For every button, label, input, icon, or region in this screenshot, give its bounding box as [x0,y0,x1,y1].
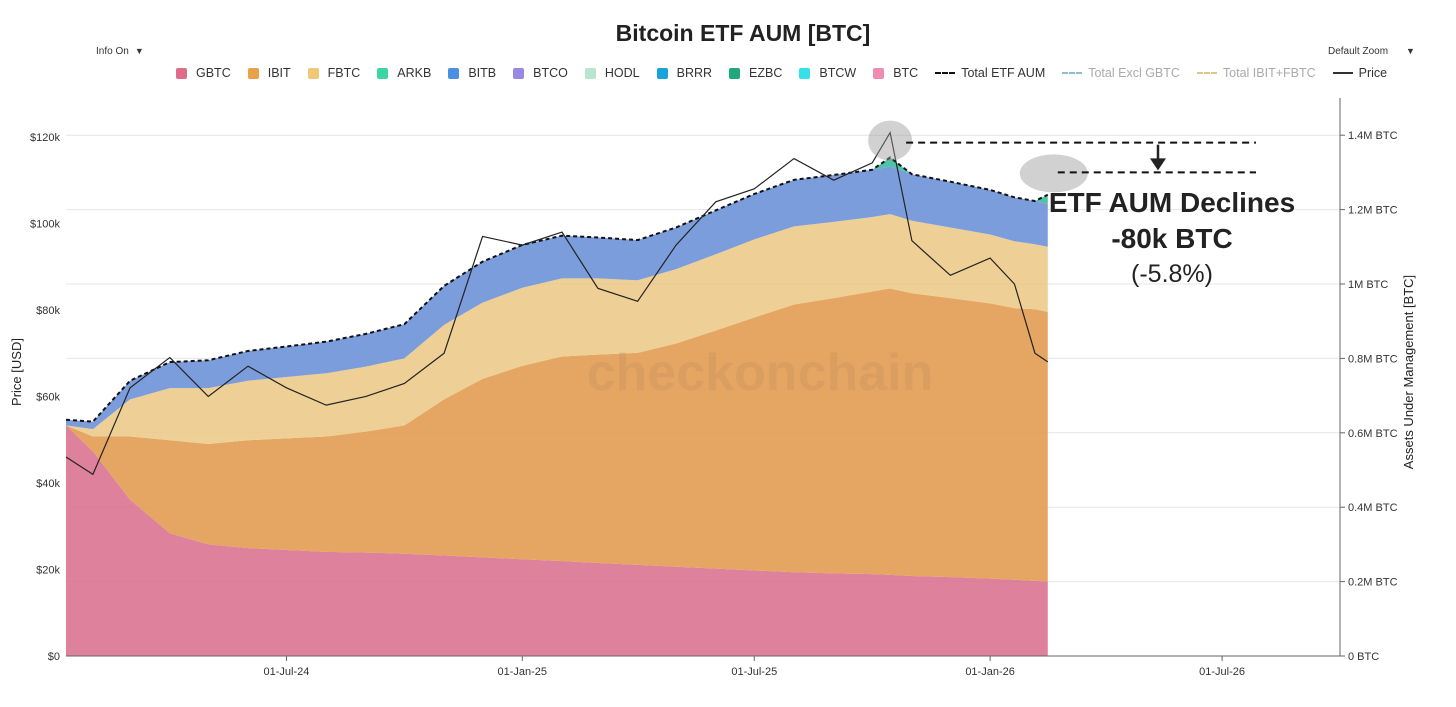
decline-arrow-icon [1150,158,1166,171]
legend-item-gbtc[interactable]: GBTC [176,66,231,80]
y-left-tick: $40k [36,478,60,490]
legend-swatch [729,67,741,79]
total-etf-aum-line [65,156,1049,423]
price-line [65,130,1049,476]
legend-label: Total IBIT+FBTC [1222,66,1316,80]
legend-swatch [656,67,668,79]
x-tick: 01-Jul-25 [731,666,777,678]
y-left-label: Price [USD] [9,338,24,406]
chart-title: Bitcoin ETF AUM [BTC] [615,20,871,46]
area-gbtc [66,425,1048,656]
y-left-tick: $100k [30,218,60,230]
zoom-dropdown-icon: ▼ [1406,46,1415,56]
legend-item-ibit[interactable]: IBIT [247,66,291,80]
legend-item-btcw[interactable]: BTCW [799,66,856,80]
legend-label: FBTC [327,66,361,80]
legend-item-brrr[interactable]: BRRR [656,66,713,80]
area-ibit [66,288,1048,582]
x-tick: 01-Jan-25 [498,666,548,678]
chart-legend: GBTC IBIT FBTC ARKB BITB BTCO HODL BRRR EZBC BTCW… [176,66,1404,80]
peak-highlight [868,120,913,161]
legend-item-ezbc[interactable]: EZBC [729,66,782,80]
legend-label: EZBC [749,66,783,80]
y-left-tick: $80k [36,305,60,317]
legend-label: BRRR [676,66,713,80]
y-left-tick: $0 [48,651,60,663]
legend-label: GBTC [196,66,231,80]
legend-swatch [448,67,460,79]
watermark: checkonchain [587,344,934,402]
y-right-tick: 0.8M BTC [1348,353,1398,365]
info-toggle-label: Info On [96,46,129,57]
legend-item-hodl[interactable]: HODL [584,66,640,80]
legend-label: Total ETF AUM [961,66,1046,80]
area-others [66,166,1048,430]
info-dropdown-icon: ▼ [134,46,144,56]
legend-swatch [513,67,525,79]
current-highlight [1019,154,1088,193]
legend-swatch [1062,72,1083,74]
legend-item-btco[interactable]: BTCO [513,66,568,80]
legend-swatch [377,67,389,79]
y-right-tick: 1.4M BTC [1348,130,1398,142]
y-right-tick: 0.4M BTC [1348,502,1398,514]
y-right-tick: 0 BTC [1348,651,1379,663]
annotation-title: ETF AUM Declines [1049,187,1295,218]
legend-swatch [176,67,187,79]
y-right-tick: 1M BTC [1348,279,1388,291]
zoom-select[interactable]: Default Zoom ▼ [1328,46,1415,57]
y-right-tick: 0.6M BTC [1348,428,1398,440]
legend-item-bitb[interactable]: BITB [448,66,496,80]
info-toggle[interactable]: Info On ▼ [96,46,144,57]
legend-swatch [873,67,885,79]
x-tick: 01-Jul-24 [264,666,310,678]
legend-label: IBIT [267,66,291,80]
legend-label: Total Excl GBTC [1088,66,1180,80]
legend-swatch [584,67,596,79]
legend-item-btc[interactable]: BTC [873,66,918,80]
x-tick: 01-Jan-26 [965,666,1015,678]
legend-label: BTCW [819,66,857,80]
legend-item-total-ibit-fbtc[interactable]: Total IBIT+FBTC [1196,66,1316,80]
area-fbtc [66,214,1048,444]
legend-item-fbtc[interactable]: FBTC [307,66,361,80]
legend-swatch [1332,72,1353,74]
y-left-tick: $20k [36,564,60,576]
x-tick: 01-Jul-26 [1199,666,1245,678]
legend-label: BTC [893,66,919,80]
legend-swatch [247,67,259,79]
legend-label: ARKB [397,66,432,80]
y-left-tick: $120k [30,132,60,144]
legend-item-arkb[interactable]: ARKB [377,66,431,80]
zoom-select-label: Default Zoom [1328,46,1389,57]
legend-item-price[interactable]: Price [1332,66,1388,80]
legend-swatch [799,67,811,79]
annotation-value: -80k BTC [1111,223,1232,254]
y-right-tick: 0.2M BTC [1348,577,1398,589]
legend-label: BITB [468,66,497,80]
y-right-label: Assets Under Management [BTC] [1401,275,1416,469]
legend-swatch [935,72,956,74]
legend-label: Price [1358,66,1388,80]
legend-label: HODL [604,66,640,80]
y-left-tick: $60k [36,391,60,403]
annotation-percent: (-5.8%) [1131,260,1213,288]
y-right-tick: 1.2M BTC [1348,205,1398,217]
legend-swatch [1196,72,1217,74]
legend-item-total-excl-gbtc[interactable]: Total Excl GBTC [1062,66,1180,80]
legend-swatch [307,67,319,79]
legend-item-total-etf-aum[interactable]: Total ETF AUM [935,66,1045,80]
legend-label: BTCO [533,66,568,80]
